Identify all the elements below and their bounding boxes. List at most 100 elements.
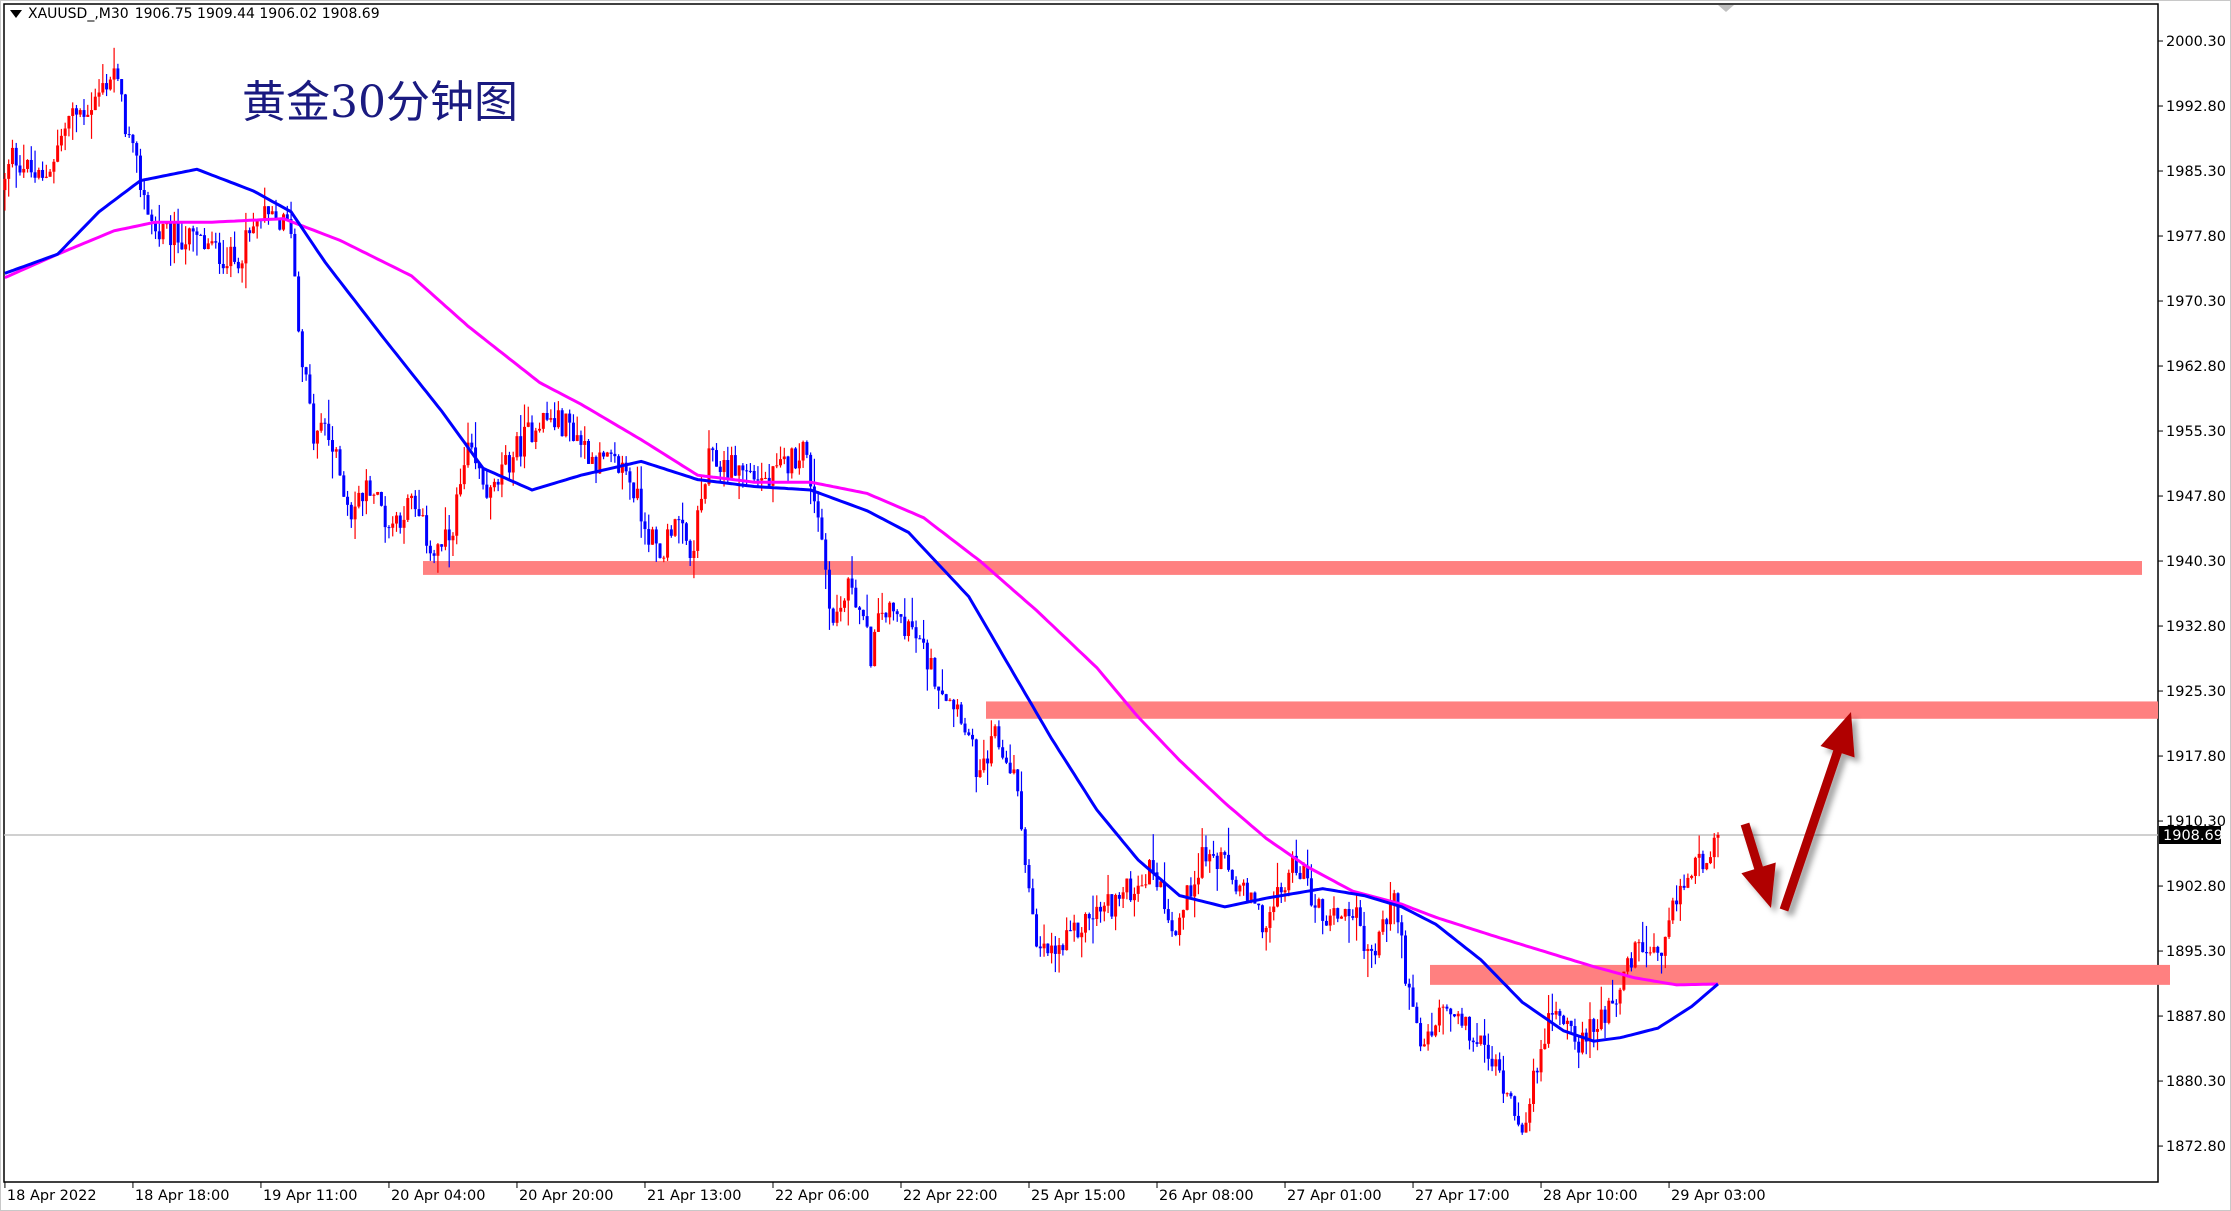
candle — [270, 206, 274, 215]
candle — [1494, 1054, 1498, 1076]
candle — [120, 78, 124, 102]
candle — [1693, 856, 1697, 884]
candle — [971, 728, 975, 747]
candle-body — [884, 612, 888, 618]
candle-body — [1562, 1015, 1566, 1024]
candle — [1404, 930, 1408, 986]
candle — [590, 452, 594, 464]
caret-down-icon[interactable] — [10, 10, 22, 18]
candle-body — [925, 642, 929, 670]
candle — [210, 231, 214, 246]
candle-body — [1121, 892, 1125, 899]
candle-body — [846, 578, 850, 601]
candle — [282, 212, 286, 232]
candle — [248, 227, 252, 242]
candle — [1464, 1016, 1468, 1031]
candle — [1524, 1112, 1528, 1133]
candle — [263, 187, 267, 223]
candle — [108, 76, 112, 91]
candle-body — [146, 195, 150, 215]
time-axis[interactable]: 18 Apr 2022 18 Apr 18:00 19 Apr 11:00 20 Ap… — [4, 1182, 1766, 1204]
candle — [372, 493, 376, 504]
candle — [1125, 878, 1129, 900]
candle — [41, 161, 45, 181]
candle-body — [1660, 952, 1664, 956]
candle — [1129, 871, 1133, 902]
candle-body — [575, 435, 579, 441]
candle-body — [443, 529, 447, 547]
y-tick-label: 1940.30 — [2166, 554, 2226, 570]
candle — [297, 271, 301, 333]
candle-body — [1264, 927, 1268, 933]
candle — [1366, 944, 1370, 978]
candle-body — [748, 470, 752, 472]
candle — [1095, 895, 1099, 927]
candle — [443, 507, 447, 551]
candle-body — [688, 540, 692, 558]
candle-body — [933, 657, 937, 687]
candle-body — [1260, 905, 1264, 933]
candle-body — [1592, 1019, 1596, 1032]
candle-body — [982, 758, 986, 771]
candle-body — [1396, 893, 1400, 923]
candle — [1437, 999, 1441, 1033]
candle-body — [458, 484, 462, 495]
candle — [1629, 952, 1633, 972]
candle-body — [120, 79, 124, 95]
candle — [587, 439, 590, 464]
price-axis[interactable]: 2000.30 1992.80 1985.30 1977.80 1970.30 1962.… — [2158, 34, 2226, 1155]
candle-body — [338, 449, 342, 476]
candle-body — [1498, 1059, 1502, 1071]
candle — [688, 539, 692, 566]
candle — [1257, 903, 1261, 910]
candle-body — [1644, 952, 1648, 954]
candle — [782, 447, 786, 465]
candle-body — [598, 452, 602, 474]
candle — [1057, 937, 1061, 973]
candle — [1200, 828, 1204, 879]
candle-body — [29, 159, 33, 173]
candle-body — [707, 448, 711, 485]
chart-shift-marker-icon[interactable] — [1718, 5, 1734, 12]
candle — [873, 629, 877, 667]
candle — [278, 219, 282, 231]
candle-body — [1291, 855, 1295, 873]
candle-body — [741, 465, 745, 471]
candle-body — [1532, 1070, 1536, 1104]
candle — [1569, 1020, 1573, 1033]
candle-body — [1708, 857, 1712, 864]
y-tick-label: 1962.80 — [2166, 359, 2226, 375]
candle-body — [718, 466, 722, 473]
candle — [330, 426, 334, 479]
candle-body — [876, 613, 880, 632]
candle — [1505, 1092, 1509, 1097]
candle-body — [1701, 853, 1705, 870]
candle-body — [1132, 893, 1136, 901]
candle-body — [1422, 1044, 1426, 1047]
current-price-badge — [2159, 826, 2221, 844]
candle — [632, 482, 636, 503]
candle-body — [489, 487, 493, 498]
candle — [327, 399, 331, 446]
candle — [101, 64, 105, 95]
candle — [398, 512, 402, 534]
candle-body — [7, 164, 11, 179]
candle — [1050, 932, 1054, 964]
candle-body — [850, 578, 854, 588]
candle-body — [432, 553, 436, 556]
candle-body — [1313, 905, 1317, 908]
candle-body — [658, 543, 662, 558]
candle-body — [635, 488, 639, 499]
candle-body — [150, 214, 154, 222]
candle-body — [643, 521, 647, 530]
candle-body — [684, 523, 688, 541]
y-tick-label: 1992.80 — [2166, 99, 2226, 115]
candle-body — [1697, 853, 1701, 858]
candle — [997, 720, 1001, 750]
candle — [1298, 866, 1302, 880]
candle — [251, 212, 255, 234]
candle-body — [1057, 945, 1061, 954]
candle-body — [214, 241, 218, 243]
candle-body — [1686, 877, 1690, 888]
